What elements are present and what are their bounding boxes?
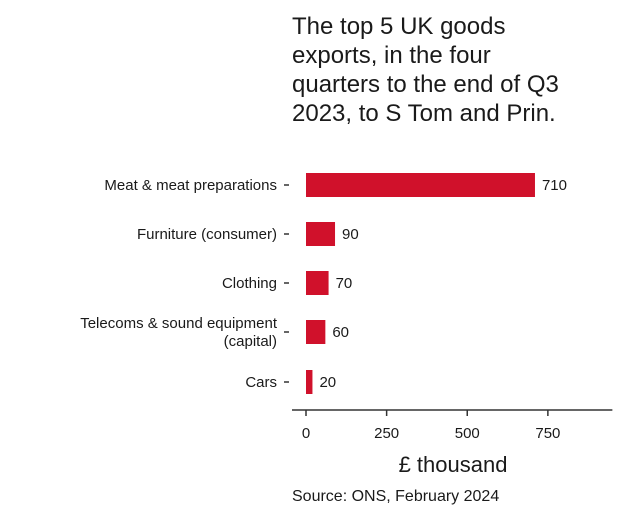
x-tick-label: 750 bbox=[535, 425, 560, 442]
bar bbox=[306, 222, 336, 246]
value-label: 20 bbox=[319, 374, 336, 391]
x-tick-label: 500 bbox=[455, 425, 480, 442]
x-tick-label: 250 bbox=[374, 425, 399, 442]
title-line: The top 5 UK goods bbox=[292, 13, 506, 40]
value-label: 90 bbox=[342, 226, 359, 243]
category-label: Telecoms & sound equipment bbox=[80, 315, 278, 332]
x-axis-title: £ thousand bbox=[399, 452, 508, 477]
title-line: quarters to the end of Q3 bbox=[292, 71, 559, 98]
title-line: exports, in the four bbox=[292, 42, 491, 69]
bar bbox=[306, 271, 329, 295]
category-label: Clothing bbox=[222, 275, 277, 292]
bar bbox=[306, 370, 313, 394]
category-label: (capital) bbox=[224, 333, 277, 350]
bar bbox=[306, 320, 326, 344]
title-line: 2023, to S Tom and Prin. bbox=[292, 100, 556, 127]
category-label: Cars bbox=[245, 374, 277, 391]
value-label: 60 bbox=[332, 324, 349, 341]
x-tick-label: 0 bbox=[302, 425, 310, 442]
bar bbox=[306, 173, 535, 197]
value-label: 710 bbox=[542, 177, 567, 194]
category-label: Meat & meat preparations bbox=[104, 177, 277, 194]
source-note: Source: ONS, February 2024 bbox=[292, 488, 500, 505]
category-label: Furniture (consumer) bbox=[137, 226, 277, 243]
value-label: 70 bbox=[336, 275, 353, 292]
chart-title: The top 5 UK goods exports, in the four … bbox=[292, 12, 612, 128]
